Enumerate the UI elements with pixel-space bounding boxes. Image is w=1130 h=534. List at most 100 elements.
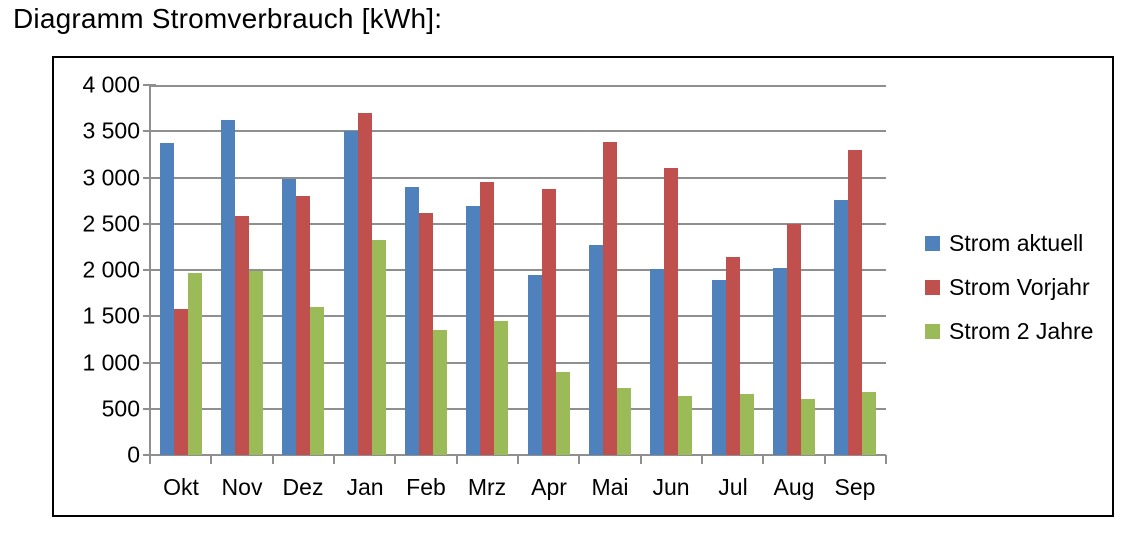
legend-label: Strom aktuell xyxy=(949,230,1084,256)
bar-strom-vorjahr-okt xyxy=(174,309,188,455)
bar-strom-aktuell-dez xyxy=(282,179,296,455)
bar-strom-aktuell-sep xyxy=(834,200,848,455)
y-axis-tick-label: 4 000 xyxy=(82,71,140,98)
bar-strom-2-jahre-mai xyxy=(617,388,631,455)
gridline xyxy=(150,362,886,364)
bar-strom-2-jahre-jun xyxy=(678,396,692,455)
bar-strom-aktuell-jan xyxy=(344,131,358,455)
gridline xyxy=(150,130,886,132)
legend-swatch-icon xyxy=(925,324,940,339)
x-axis-tick xyxy=(333,455,335,464)
x-axis-tick xyxy=(824,455,826,464)
x-axis-tick xyxy=(149,455,151,464)
y-axis-tick xyxy=(143,84,156,86)
bar-strom-vorjahr-jun xyxy=(664,168,678,455)
bar-strom-vorjahr-jan xyxy=(358,113,372,455)
x-axis-category-label: Apr xyxy=(531,474,567,500)
bar-strom-2-jahre-apr xyxy=(556,372,570,455)
x-axis-tick xyxy=(578,455,580,464)
x-axis-category-label: Jun xyxy=(652,474,690,500)
x-axis-tick xyxy=(885,455,887,464)
bar-strom-vorjahr-dez xyxy=(296,196,310,455)
bar-strom-vorjahr-sep xyxy=(848,150,862,455)
bar-strom-aktuell-jun xyxy=(650,269,664,455)
y-axis-tick xyxy=(143,130,156,132)
bar-strom-aktuell-mai xyxy=(589,245,603,455)
bar-strom-vorjahr-mrz xyxy=(480,182,494,455)
x-axis-tick xyxy=(762,455,764,464)
bar-strom-vorjahr-aug xyxy=(787,224,801,455)
legend-item-strom-vorjahr: Strom Vorjahr xyxy=(925,274,1093,300)
gridline xyxy=(150,315,886,317)
legend-label: Strom 2 Jahre xyxy=(949,318,1094,344)
y-axis-tick-label: 500 xyxy=(101,395,140,422)
x-axis-tick xyxy=(517,455,519,464)
bar-strom-2-jahre-feb xyxy=(433,330,447,455)
bar-strom-2-jahre-okt xyxy=(188,273,202,455)
bar-strom-aktuell-feb xyxy=(405,187,419,455)
y-axis-tick-label: 3 500 xyxy=(82,117,140,144)
bar-strom-2-jahre-nov xyxy=(249,271,263,455)
x-axis-tick xyxy=(272,455,274,464)
x-axis-category-label: Aug xyxy=(773,474,815,500)
bar-strom-vorjahr-jul xyxy=(726,257,740,455)
x-axis-category-label: Dez xyxy=(282,474,324,500)
x-axis-category-label: Jan xyxy=(346,474,384,500)
x-axis-category-label: Nov xyxy=(221,474,263,500)
gridline xyxy=(150,408,886,410)
y-axis-tick xyxy=(143,408,156,410)
page-title: Diagramm Stromverbrauch [kWh]: xyxy=(13,3,443,34)
bar-strom-aktuell-nov xyxy=(221,120,235,455)
legend-label: Strom Vorjahr xyxy=(949,274,1090,300)
legend-swatch-icon xyxy=(925,280,940,295)
y-axis-tick xyxy=(143,177,156,179)
legend-item-strom-aktuell: Strom aktuell xyxy=(925,230,1093,256)
bar-strom-2-jahre-dez xyxy=(310,307,324,455)
y-axis-tick xyxy=(143,223,156,225)
bar-strom-aktuell-jul xyxy=(712,280,726,455)
legend-swatch-icon xyxy=(925,236,940,251)
bar-strom-vorjahr-nov xyxy=(235,216,249,455)
bar-strom-2-jahre-mrz xyxy=(494,321,508,455)
plot-area: 0 500 1 000 1 500 2 000 2 500 3 000 3 500 4 000 O… xyxy=(82,72,887,500)
y-axis-tick xyxy=(143,269,156,271)
legend-item-strom-2-jahre: Strom 2 Jahre xyxy=(925,318,1094,344)
chart-frame: 0 500 1 000 1 500 2 000 2 500 3 000 3 500 4 000 O… xyxy=(52,56,1114,517)
legend: Strom aktuell Strom Vorjahr Strom 2 Jahre xyxy=(925,230,1094,344)
x-axis-tick xyxy=(640,455,642,464)
y-axis-tick-label: 2 500 xyxy=(82,210,140,237)
gridline xyxy=(150,85,886,87)
bar-strom-2-jahre-jul xyxy=(740,394,754,455)
bar-strom-aktuell-mrz xyxy=(466,206,480,455)
bar-strom-aktuell-aug xyxy=(773,268,787,455)
bar-strom-aktuell-apr xyxy=(528,275,542,455)
x-axis-category-label: Feb xyxy=(406,474,446,500)
x-axis-tick xyxy=(456,455,458,464)
bar-strom-2-jahre-jan xyxy=(372,240,386,455)
bar-strom-vorjahr-feb xyxy=(419,213,433,455)
x-axis-tick xyxy=(210,455,212,464)
x-axis-category-label: Sep xyxy=(834,474,876,500)
x-axis-category-label: Okt xyxy=(163,474,199,500)
y-axis-tick-label: 1 500 xyxy=(82,302,140,329)
y-axis-tick-label: 3 000 xyxy=(82,164,140,191)
bar-strom-vorjahr-apr xyxy=(542,189,556,455)
gridline xyxy=(150,177,886,179)
bar-strom-aktuell-okt xyxy=(160,143,174,455)
x-axis-tick xyxy=(701,455,703,464)
y-axis-tick-label: 0 xyxy=(127,441,140,468)
x-axis-tick xyxy=(394,455,396,464)
bar-strom-vorjahr-mai xyxy=(603,142,617,455)
bar-strom-2-jahre-aug xyxy=(801,399,815,455)
y-axis-tick xyxy=(143,315,156,317)
x-axis-category-label: Jul xyxy=(718,474,748,500)
bar-strom-2-jahre-sep xyxy=(862,392,876,455)
y-axis-tick-label: 1 000 xyxy=(82,349,140,376)
y-axis-tick-label: 2 000 xyxy=(82,256,140,283)
gridline xyxy=(150,223,886,225)
gridline xyxy=(150,269,886,271)
x-axis-category-label: Mai xyxy=(591,474,629,500)
y-axis-tick xyxy=(143,362,156,364)
x-axis-category-label: Mrz xyxy=(467,474,507,500)
